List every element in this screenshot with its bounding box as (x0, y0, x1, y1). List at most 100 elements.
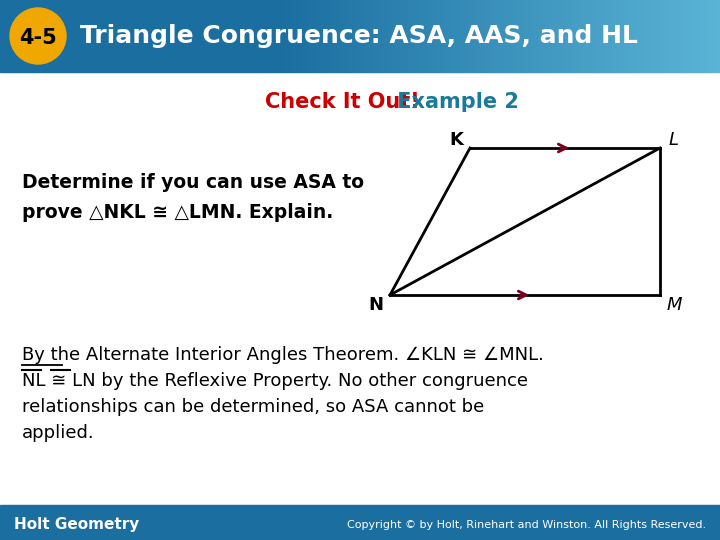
Bar (642, 0, 643, 72)
Bar (445, 0, 446, 72)
Bar (72, 0, 73, 72)
Bar (7, 0, 8, 72)
Bar (194, 0, 195, 72)
Bar (671, 0, 672, 72)
Bar (528, 0, 529, 72)
Bar (69, 0, 70, 72)
Bar (621, 0, 622, 72)
Bar (177, 0, 178, 72)
Bar (554, 0, 555, 72)
Bar (485, 0, 486, 72)
Bar (167, 0, 168, 72)
Bar (692, 0, 693, 72)
Text: NL ≅ LN by the Reflexive Property. No other congruence: NL ≅ LN by the Reflexive Property. No ot… (22, 372, 528, 390)
Bar (149, 0, 150, 72)
Bar (517, 0, 518, 72)
Bar (648, 0, 649, 72)
Bar (43, 0, 44, 72)
Bar (391, 0, 392, 72)
Bar (113, 0, 114, 72)
Bar (516, 0, 517, 72)
Bar (3, 0, 4, 72)
Bar (406, 0, 407, 72)
Bar (512, 0, 513, 72)
Bar (282, 0, 283, 72)
Bar (687, 0, 688, 72)
Bar (680, 0, 681, 72)
Bar (622, 0, 623, 72)
Bar (607, 0, 608, 72)
Bar (234, 0, 235, 72)
Bar (39, 0, 40, 72)
Bar (397, 0, 398, 72)
Bar (164, 0, 165, 72)
Bar (305, 0, 306, 72)
Bar (201, 0, 202, 72)
Bar (152, 0, 153, 72)
Bar (347, 0, 348, 72)
Bar (571, 0, 572, 72)
Bar (382, 0, 383, 72)
Bar (582, 0, 583, 72)
Bar (611, 0, 612, 72)
Bar (307, 0, 308, 72)
Bar (633, 0, 634, 72)
Bar (330, 0, 331, 72)
Bar (557, 0, 558, 72)
Bar (289, 0, 290, 72)
Bar (148, 0, 149, 72)
Bar (585, 0, 586, 72)
Bar (357, 0, 358, 72)
Bar (670, 0, 671, 72)
Bar (400, 0, 401, 72)
Bar (615, 0, 616, 72)
Bar (41, 0, 42, 72)
Bar (110, 0, 111, 72)
Bar (155, 0, 156, 72)
Bar (116, 0, 117, 72)
Bar (518, 0, 519, 72)
Bar (556, 0, 557, 72)
Bar (193, 0, 194, 72)
Bar (285, 0, 286, 72)
Bar (599, 0, 600, 72)
Bar (311, 0, 312, 72)
Bar (432, 0, 433, 72)
Bar (19, 0, 20, 72)
Bar (683, 0, 684, 72)
Text: applied.: applied. (22, 424, 94, 442)
Bar (630, 0, 631, 72)
Bar (451, 0, 452, 72)
Bar (483, 0, 484, 72)
Bar (243, 0, 244, 72)
Bar (383, 0, 384, 72)
Bar (706, 0, 707, 72)
Bar (313, 0, 314, 72)
Bar (142, 0, 143, 72)
Bar (224, 0, 225, 72)
Bar (399, 0, 400, 72)
Bar (505, 0, 506, 72)
Bar (509, 0, 510, 72)
Bar (58, 0, 59, 72)
Bar (341, 0, 342, 72)
Bar (139, 0, 140, 72)
Bar (428, 0, 429, 72)
Bar (326, 0, 327, 72)
Bar (603, 0, 604, 72)
Bar (208, 0, 209, 72)
Bar (447, 0, 448, 72)
Bar (566, 0, 567, 72)
Bar (290, 0, 291, 72)
Bar (144, 0, 145, 72)
Bar (435, 0, 436, 72)
Bar (693, 0, 694, 72)
Bar (327, 0, 328, 72)
Bar (8, 0, 9, 72)
Bar (11, 0, 12, 72)
Bar (487, 0, 488, 72)
Bar (455, 0, 456, 72)
Bar (421, 0, 422, 72)
Bar (384, 0, 385, 72)
Bar (210, 0, 211, 72)
